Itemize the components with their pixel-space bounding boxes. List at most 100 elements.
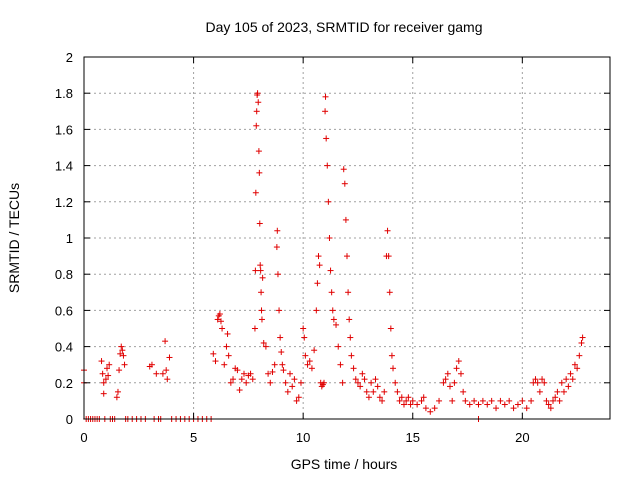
data-point bbox=[221, 361, 228, 368]
data-point bbox=[340, 166, 347, 173]
data-point bbox=[322, 93, 329, 100]
y-axis-label: SRMTID / TECUs bbox=[6, 183, 22, 293]
data-point bbox=[234, 367, 241, 374]
y-tick-label: 1 bbox=[66, 231, 73, 246]
data-point bbox=[289, 383, 296, 390]
data-point bbox=[280, 367, 287, 374]
data-point bbox=[313, 307, 320, 314]
data-point bbox=[162, 338, 169, 345]
data-point bbox=[427, 408, 434, 415]
data-point bbox=[295, 394, 302, 401]
data-point bbox=[462, 397, 469, 404]
data-point bbox=[329, 307, 336, 314]
data-point bbox=[259, 274, 266, 281]
data-point bbox=[390, 365, 397, 372]
data-point bbox=[484, 401, 491, 408]
data-point bbox=[247, 370, 254, 377]
data-point bbox=[258, 307, 265, 314]
data-point bbox=[466, 401, 473, 408]
data-point bbox=[536, 388, 543, 395]
data-point bbox=[255, 148, 262, 155]
data-point bbox=[252, 267, 259, 274]
data-point bbox=[403, 397, 410, 404]
data-point bbox=[388, 352, 395, 359]
data-point bbox=[543, 397, 550, 404]
data-point bbox=[327, 267, 334, 274]
data-point bbox=[545, 401, 552, 408]
data-point bbox=[344, 253, 350, 260]
data-point bbox=[308, 365, 315, 372]
data-point bbox=[102, 376, 109, 383]
data-point bbox=[258, 289, 265, 296]
data-point bbox=[293, 397, 300, 404]
data-point bbox=[475, 401, 482, 408]
data-point bbox=[100, 390, 107, 397]
data-point bbox=[306, 358, 313, 365]
data-point bbox=[238, 376, 245, 383]
data-point bbox=[394, 388, 401, 395]
x-tick-label: 5 bbox=[190, 430, 197, 445]
data-point bbox=[547, 405, 554, 412]
data-point bbox=[113, 394, 120, 401]
data-point bbox=[153, 370, 160, 377]
data-point bbox=[442, 376, 449, 383]
data-point bbox=[322, 108, 329, 115]
data-point bbox=[276, 307, 283, 314]
data-point bbox=[320, 379, 327, 386]
data-point bbox=[501, 401, 508, 408]
data-point bbox=[541, 379, 548, 386]
data-point bbox=[560, 388, 567, 395]
data-point bbox=[381, 388, 388, 395]
data-point bbox=[252, 189, 259, 196]
data-point bbox=[325, 198, 332, 205]
data-point bbox=[550, 397, 557, 404]
data-point bbox=[163, 367, 170, 374]
data-point bbox=[255, 99, 262, 106]
data-point bbox=[363, 388, 370, 395]
data-point bbox=[431, 405, 438, 412]
data-point bbox=[262, 343, 269, 350]
data-point bbox=[315, 253, 322, 260]
data-point bbox=[106, 361, 113, 368]
data-point bbox=[328, 289, 335, 296]
data-point bbox=[579, 334, 586, 341]
data-point bbox=[479, 397, 486, 404]
data-point bbox=[376, 394, 383, 401]
data-point bbox=[396, 397, 403, 404]
data-point bbox=[372, 376, 379, 383]
data-point bbox=[291, 376, 298, 383]
data-point bbox=[114, 388, 121, 395]
data-point bbox=[214, 316, 221, 323]
data-point bbox=[414, 401, 421, 408]
data-point bbox=[519, 397, 526, 404]
data-point bbox=[386, 289, 393, 296]
data-point bbox=[379, 397, 386, 404]
y-tick-label: 1.4 bbox=[55, 159, 73, 174]
data-point bbox=[98, 358, 105, 365]
data-point bbox=[444, 370, 451, 377]
y-tick-label: 0.2 bbox=[55, 376, 73, 391]
data-point bbox=[243, 379, 250, 386]
data-point bbox=[324, 162, 331, 169]
data-point bbox=[253, 122, 260, 129]
data-point bbox=[300, 325, 307, 332]
data-point bbox=[216, 311, 223, 318]
data-point bbox=[254, 90, 261, 97]
data-point bbox=[339, 379, 346, 386]
x-tick-label: 0 bbox=[80, 430, 87, 445]
data-point bbox=[257, 262, 264, 269]
data-point bbox=[274, 227, 281, 234]
data-point bbox=[569, 376, 576, 383]
data-point bbox=[249, 376, 256, 383]
data-point bbox=[422, 405, 429, 412]
data-point bbox=[534, 379, 541, 386]
data-point bbox=[457, 370, 464, 377]
data-point bbox=[118, 343, 125, 350]
data-point bbox=[506, 397, 513, 404]
data-point bbox=[302, 352, 309, 359]
data-point bbox=[365, 394, 372, 401]
data-point bbox=[359, 370, 366, 377]
data-point bbox=[256, 220, 263, 227]
data-point bbox=[335, 343, 342, 350]
y-tick-label: 2 bbox=[66, 50, 73, 65]
